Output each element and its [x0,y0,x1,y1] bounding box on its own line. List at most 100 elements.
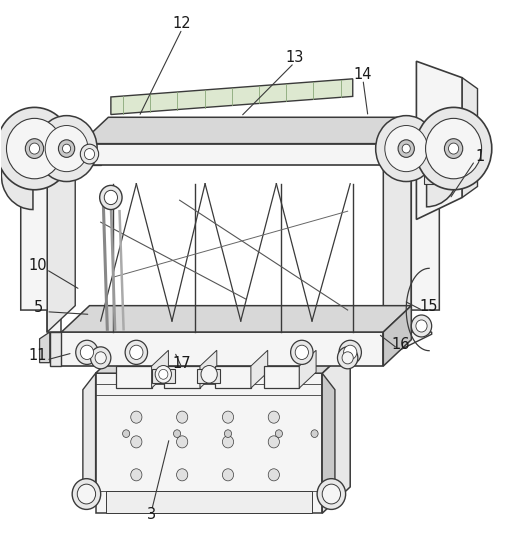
Circle shape [344,345,357,359]
Polygon shape [50,332,61,366]
Polygon shape [215,366,251,388]
Circle shape [159,369,168,379]
Text: 11: 11 [29,348,47,363]
Circle shape [76,340,98,364]
Circle shape [311,430,318,438]
Circle shape [104,190,117,205]
Circle shape [25,139,44,158]
Polygon shape [164,366,200,388]
Circle shape [174,430,181,438]
Circle shape [461,131,482,153]
Polygon shape [39,332,50,363]
Wedge shape [7,118,62,179]
Circle shape [125,340,147,364]
Polygon shape [462,78,478,198]
Circle shape [29,143,39,154]
Polygon shape [378,332,432,360]
Polygon shape [21,156,47,310]
Wedge shape [426,139,458,207]
Circle shape [155,365,172,383]
Circle shape [72,479,101,509]
Polygon shape [61,306,411,332]
Wedge shape [425,118,482,179]
Polygon shape [383,130,411,332]
Polygon shape [106,491,312,513]
Polygon shape [383,306,411,366]
Wedge shape [385,125,428,172]
Circle shape [222,411,233,423]
Circle shape [131,469,142,481]
Circle shape [268,469,280,481]
Circle shape [122,430,130,438]
Polygon shape [96,347,350,373]
Circle shape [62,144,71,153]
Circle shape [177,469,188,481]
Circle shape [201,365,217,383]
Circle shape [222,436,233,448]
Text: 13: 13 [285,50,304,66]
Circle shape [444,139,463,158]
Circle shape [317,479,346,509]
Text: 1: 1 [476,149,485,164]
Bar [424,148,452,184]
Polygon shape [264,366,300,388]
Polygon shape [152,351,168,388]
Polygon shape [322,347,350,513]
Circle shape [80,144,99,164]
Polygon shape [411,156,439,310]
Text: 14: 14 [354,67,372,82]
Polygon shape [416,61,462,220]
Text: 10: 10 [29,258,48,273]
Polygon shape [96,373,322,513]
Polygon shape [80,144,381,164]
Circle shape [177,411,188,423]
Circle shape [91,347,111,369]
Circle shape [339,340,361,364]
Polygon shape [111,79,353,114]
Bar [34,144,101,164]
Bar [198,369,220,383]
Circle shape [80,345,94,359]
Polygon shape [47,130,75,332]
Circle shape [402,144,410,153]
Polygon shape [381,117,409,164]
Wedge shape [0,108,73,190]
Text: 15: 15 [420,299,438,314]
Circle shape [268,436,280,448]
Circle shape [84,148,95,160]
Wedge shape [2,141,38,210]
Text: 16: 16 [392,337,411,352]
Polygon shape [116,366,152,388]
Wedge shape [45,125,88,172]
Circle shape [77,484,96,504]
Circle shape [131,436,142,448]
Polygon shape [61,332,383,366]
Polygon shape [83,373,96,497]
Circle shape [466,136,477,148]
Text: 12: 12 [173,16,191,31]
Circle shape [416,320,427,332]
Polygon shape [6,135,16,173]
Circle shape [95,352,106,364]
Circle shape [58,140,75,157]
Wedge shape [376,115,437,182]
Circle shape [131,411,142,423]
Circle shape [222,469,233,481]
Circle shape [398,140,414,157]
Bar [152,369,175,383]
Circle shape [224,430,231,438]
Circle shape [291,340,313,364]
Bar [406,144,452,164]
Circle shape [275,430,283,438]
Circle shape [130,345,143,359]
Polygon shape [251,351,268,388]
Polygon shape [322,373,335,497]
Circle shape [449,143,459,154]
Polygon shape [47,156,61,332]
Polygon shape [200,351,217,388]
Circle shape [342,352,353,364]
Circle shape [337,347,358,369]
Circle shape [177,436,188,448]
Polygon shape [80,117,409,144]
Polygon shape [300,351,316,388]
